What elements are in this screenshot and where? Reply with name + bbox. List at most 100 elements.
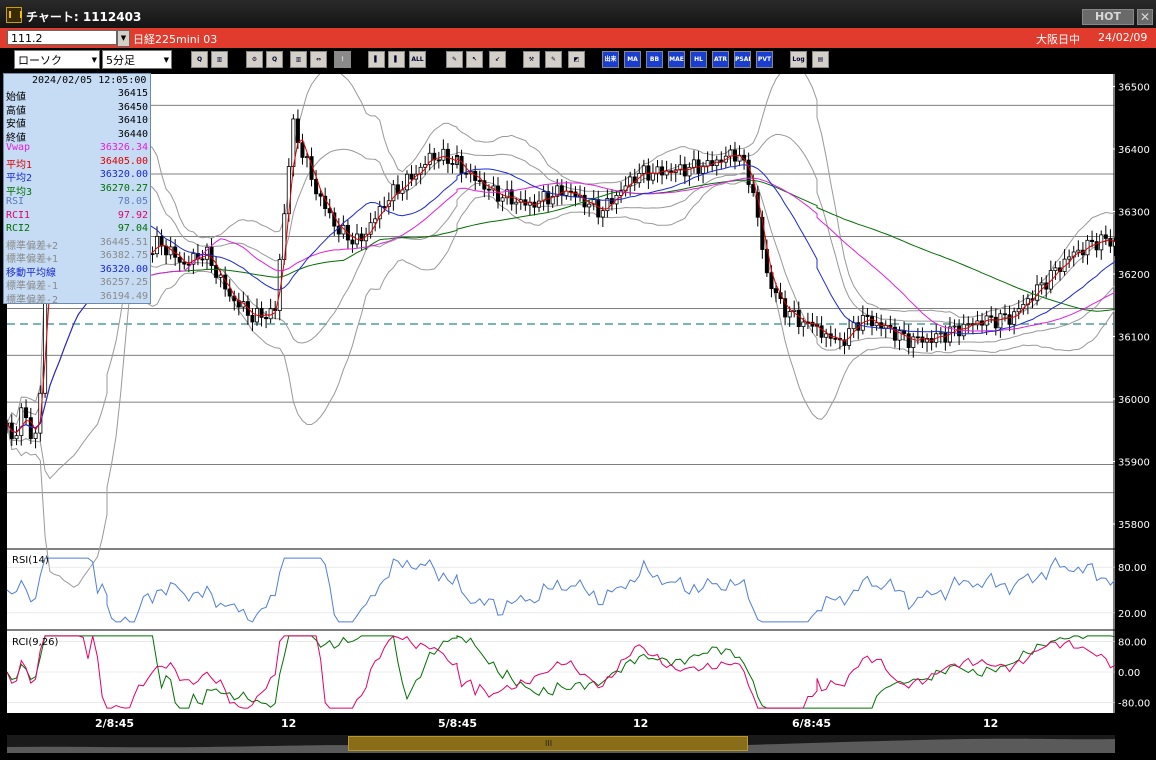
candle-body xyxy=(200,258,205,261)
market-label: 大阪日中 xyxy=(1036,33,1080,46)
candle-body xyxy=(477,180,482,182)
info-value: 36326.34 xyxy=(99,142,148,153)
candle-body xyxy=(264,316,269,320)
toolbar-hist-button[interactable]: 出来 xyxy=(602,51,619,68)
candle-body xyxy=(154,235,159,255)
candle-body xyxy=(555,185,560,197)
toolbar-pvt-button[interactable]: PVT xyxy=(756,51,773,68)
candle-body xyxy=(660,166,665,176)
toolbar-psar-button[interactable]: PSAR xyxy=(734,51,751,68)
candle-body xyxy=(587,203,592,208)
toolbar-bb-button[interactable]: BB xyxy=(646,51,663,68)
candle-body xyxy=(1108,238,1113,247)
info-value: 36450 xyxy=(117,101,148,113)
time-scrollbar[interactable]: III xyxy=(7,735,1115,753)
close-button[interactable]: ✕ xyxy=(1137,9,1153,25)
toolbar-mae-button[interactable]: MAE xyxy=(668,51,685,68)
candle-body xyxy=(1002,313,1007,316)
info-label: RCI2 xyxy=(6,223,31,234)
toolbar-alert-button[interactable]: ! xyxy=(334,51,351,68)
toolbar-tools-button[interactable]: ⚒ xyxy=(523,51,540,68)
info-label: 高値 xyxy=(6,105,26,117)
chart-type-select[interactable]: ローソク ▼ xyxy=(14,50,100,69)
rsi-tick-label: 20.00 xyxy=(1118,609,1147,620)
toolbar-draw-button[interactable]: ✎ xyxy=(545,51,562,68)
rsi-line xyxy=(7,557,1115,623)
date-label: 24/02/09 xyxy=(1098,31,1148,44)
scroll-grip-icon: III xyxy=(545,739,553,748)
toolbar-candle-button[interactable]: ▥ xyxy=(290,51,307,68)
time-tick-label: 12 xyxy=(633,717,649,730)
toolbar-settings-button[interactable]: ⚙ xyxy=(246,51,263,68)
candle-body xyxy=(641,165,646,174)
candle-body xyxy=(819,325,824,338)
candle-body xyxy=(591,199,596,205)
toolbar-all-button[interactable]: ALL xyxy=(409,51,426,68)
info-row: 標準偏差+1 36382.75 xyxy=(6,250,150,265)
toolbar-cursor-button[interactable]: ↖ xyxy=(466,51,483,68)
toolbar-search-button[interactable]: Q xyxy=(266,51,283,68)
bollinger-band-line xyxy=(7,180,1115,588)
info-value: 78.05 xyxy=(117,196,148,207)
toolbar-hl-button[interactable]: HL xyxy=(690,51,707,68)
info-row: 平均1 36405.00 xyxy=(6,156,150,171)
toolbar-compare-button[interactable]: ⇔ xyxy=(310,51,327,68)
rci-tick-label: -80.00 xyxy=(1118,698,1150,709)
toolbar-export-button[interactable]: ▤ xyxy=(812,51,829,68)
candle-body xyxy=(764,249,769,274)
symbol-name: 日経225mini 03 xyxy=(133,33,218,46)
candle-body xyxy=(687,166,692,177)
toolbar-zoom-button[interactable]: Q xyxy=(191,51,208,68)
toolbar-color-button[interactable]: ◩ xyxy=(568,51,585,68)
price-tick-label: 36200 xyxy=(1118,270,1150,281)
info-value: 36445.51 xyxy=(99,236,148,248)
candle-body xyxy=(214,265,219,278)
candle-body xyxy=(441,148,446,161)
info-value: 97.92 xyxy=(117,209,148,221)
scroll-thumb[interactable]: III xyxy=(348,736,748,751)
candle-body xyxy=(14,435,19,440)
candle-body xyxy=(486,188,491,191)
price-tick-label: 36400 xyxy=(1118,145,1150,156)
toolbar-atr-button[interactable]: ATR xyxy=(712,51,729,68)
price-tick-label: 36500 xyxy=(1118,83,1150,94)
info-datetime: 2024/02/05 12:05:00 xyxy=(32,75,147,86)
toolbar-bar-a-button[interactable]: ▌ xyxy=(368,51,385,68)
toolbar-pen-button[interactable]: ✎ xyxy=(446,51,463,68)
info-row: 平均3 36270.27 xyxy=(6,182,150,198)
candle-body xyxy=(546,191,551,205)
candle-body xyxy=(38,392,43,434)
candle-body xyxy=(204,246,209,260)
chart-area[interactable]: RSI(14) RCI(9,26) xyxy=(7,74,1115,713)
symbol-code-input[interactable]: 111.2 xyxy=(7,30,117,45)
toolbar-log-button[interactable]: Log xyxy=(790,51,807,68)
price-tick-label: 36000 xyxy=(1118,395,1150,406)
window-titlebar: チャート: 1112403 HOT ✕ xyxy=(0,0,1156,28)
ohlc-info-panel: 2024/02/05 12:05:00 始値 36415 高値 36450 安値 3641… xyxy=(3,73,151,306)
symbol-dropdown-chevron-icon[interactable]: ▼ xyxy=(117,30,130,47)
candle-body xyxy=(1094,241,1099,251)
candle-body xyxy=(824,333,829,338)
toolbar-bar-b-button[interactable]: ▌ xyxy=(388,51,405,68)
info-row: 高値 36450 xyxy=(6,101,150,117)
toolbar-layout-button[interactable]: ▥ xyxy=(211,51,228,68)
candle-body xyxy=(801,321,806,328)
toolbar-ma-button[interactable]: MA xyxy=(624,51,641,68)
hot-button[interactable]: HOT xyxy=(1082,9,1134,25)
ma3-line xyxy=(7,179,1115,434)
toolbar-arrow-button[interactable]: ↙ xyxy=(489,51,506,68)
info-value: 36270.27 xyxy=(99,182,148,194)
candle-body xyxy=(182,261,187,265)
info-label: 標準偏差-1 xyxy=(6,281,59,292)
candle-body xyxy=(870,316,875,327)
candle-body xyxy=(897,330,902,341)
candle-body xyxy=(911,336,916,348)
window-title: チャート: 1112403 xyxy=(26,10,142,24)
candle-body xyxy=(550,195,555,205)
candle-body xyxy=(874,322,879,327)
time-tick-label: 12 xyxy=(281,717,297,730)
candle-body xyxy=(628,176,633,187)
interval-select[interactable]: 5分足 ▼ xyxy=(102,50,172,69)
info-label: 始値 xyxy=(6,92,26,103)
candle-body xyxy=(427,152,432,165)
